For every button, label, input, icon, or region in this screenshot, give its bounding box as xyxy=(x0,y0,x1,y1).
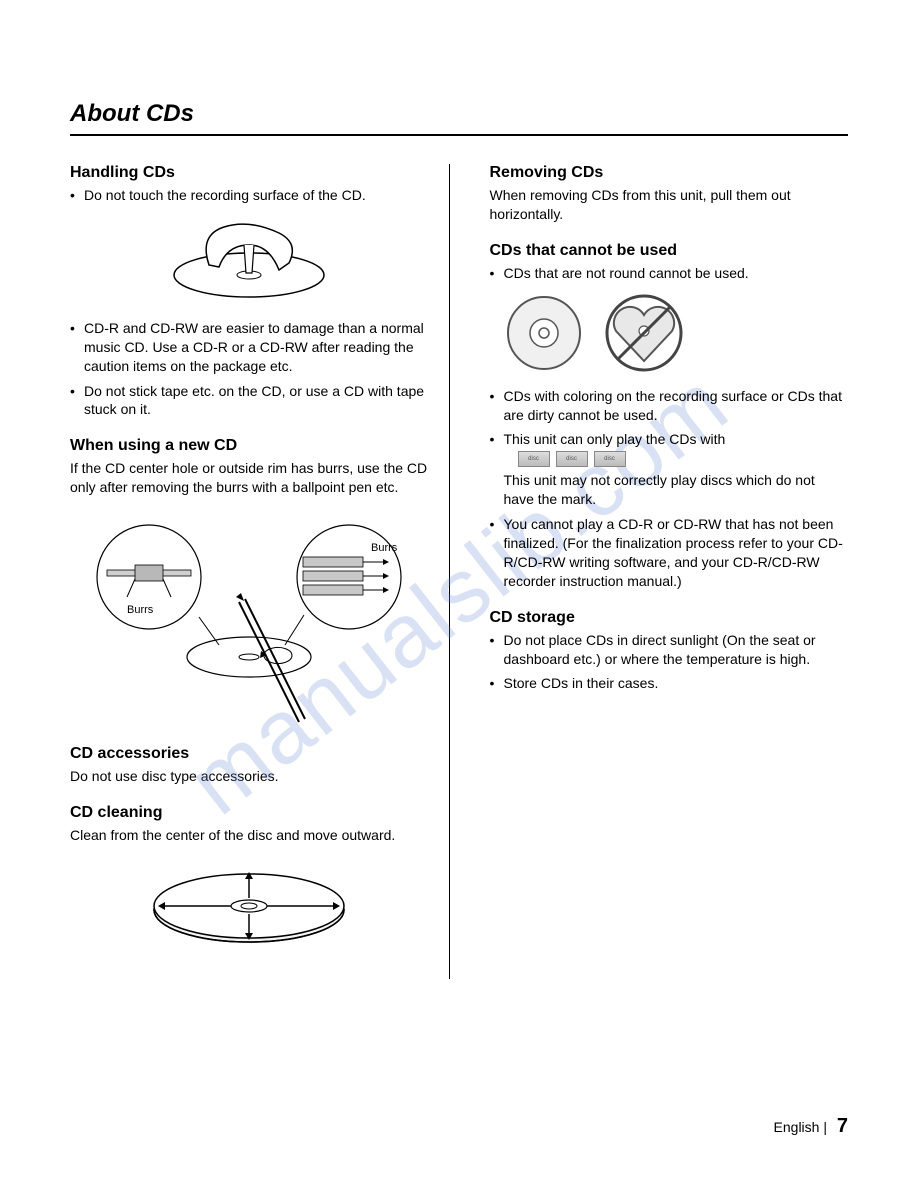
list-cannot-2: CDs with coloring on the recording surfa… xyxy=(490,387,849,591)
heading-cd-storage: CD storage xyxy=(490,609,849,627)
text-removing-cds: When removing CDs from this unit, pull t… xyxy=(490,186,849,224)
heading-cannot-be-used: CDs that cannot be used xyxy=(490,242,849,260)
disc-logo-icon: disc xyxy=(594,451,626,467)
label-burrs-right: Burrs xyxy=(371,542,398,554)
bullet-no-touch: Do not touch the recording surface of th… xyxy=(70,186,429,205)
cd-cleaning-illustration xyxy=(139,855,359,965)
footer-page-number: 7 xyxy=(837,1115,848,1137)
heading-handling-cds: Handling CDs xyxy=(70,164,429,182)
heart-cd-prohibited-icon xyxy=(604,293,684,373)
heading-new-cd: When using a new CD xyxy=(70,437,429,455)
page-title: About CDs xyxy=(70,100,848,136)
footer-language: English xyxy=(774,1119,820,1135)
hand-holding-cd-illustration xyxy=(149,215,349,305)
disc-logo-icon: disc xyxy=(518,451,550,467)
text-new-cd: If the CD center hole or outside rim has… xyxy=(70,459,429,497)
bullet-coloring-dirty: CDs with coloring on the recording surfa… xyxy=(490,387,849,425)
text-cd-accessories: Do not use disc type accessories. xyxy=(70,767,429,786)
text-only-play-a: This unit can only play the CDs with xyxy=(504,431,726,447)
list-storage: Do not place CDs in direct sunlight (On … xyxy=(490,631,849,694)
left-column: Handling CDs Do not touch the recording … xyxy=(70,164,450,979)
cd-shape-illustrations xyxy=(504,293,849,373)
list-cannot-1: CDs that are not round cannot be used. xyxy=(490,264,849,283)
text-only-play-b: This unit may not correctly play discs w… xyxy=(504,471,849,509)
burrs-diagram-illustration: Burrs Burrs xyxy=(89,507,409,727)
content-columns: Handling CDs Do not touch the recording … xyxy=(70,164,848,979)
bullet-store-cases: Store CDs in their cases. xyxy=(490,674,849,693)
right-column: Removing CDs When removing CDs from this… xyxy=(480,164,849,979)
heading-cd-cleaning: CD cleaning xyxy=(70,804,429,822)
page-footer: English | 7 xyxy=(774,1115,848,1138)
label-burrs-left: Burrs xyxy=(127,604,154,616)
heading-cd-accessories: CD accessories xyxy=(70,745,429,763)
bullet-cdr-damage: CD-R and CD-RW are easier to damage than… xyxy=(70,319,429,376)
bullet-not-finalized: You cannot play a CD-R or CD-RW that has… xyxy=(490,515,849,591)
list-handling: Do not touch the recording surface of th… xyxy=(70,186,429,205)
text-cd-cleaning: Clean from the center of the disc and mo… xyxy=(70,826,429,845)
bullet-no-tape: Do not stick tape etc. on the CD, or use… xyxy=(70,382,429,420)
heading-removing-cds: Removing CDs xyxy=(490,164,849,182)
disc-logo-icon: disc xyxy=(556,451,588,467)
compact-disc-logos: disc disc disc xyxy=(518,451,626,467)
bullet-no-sunlight: Do not place CDs in direct sunlight (On … xyxy=(490,631,849,669)
round-cd-icon xyxy=(504,293,584,373)
bullet-only-play-mark: This unit can only play the CDs with dis… xyxy=(490,430,849,509)
list-handling-2: CD-R and CD-RW are easier to damage than… xyxy=(70,319,429,419)
bullet-not-round: CDs that are not round cannot be used. xyxy=(490,264,849,283)
footer-separator: | xyxy=(823,1119,827,1135)
